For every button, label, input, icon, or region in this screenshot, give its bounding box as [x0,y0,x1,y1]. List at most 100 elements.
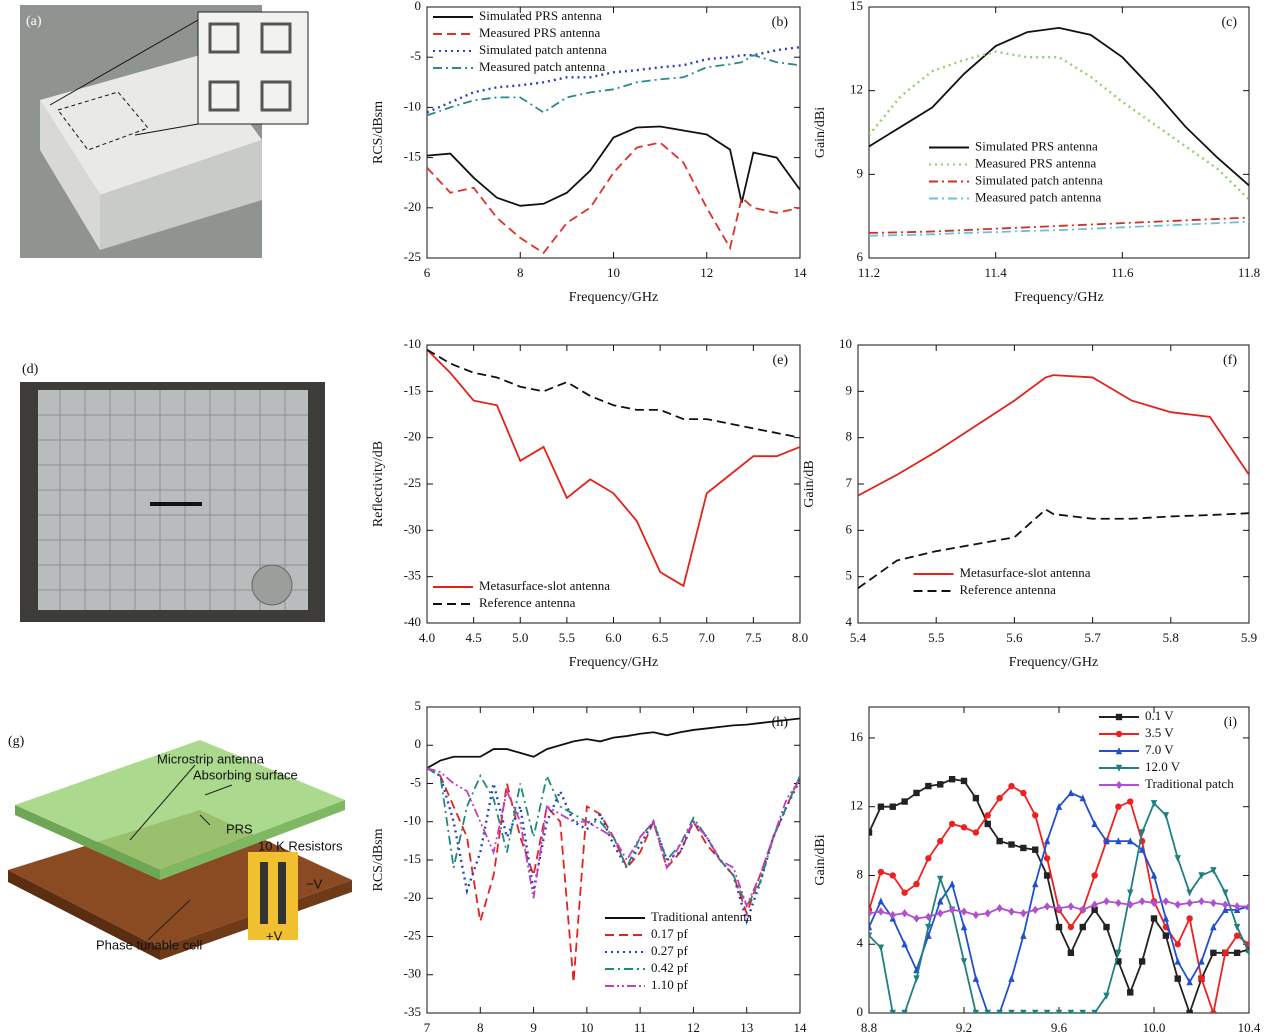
x-tick-label: 8 [517,265,524,280]
marker [1008,841,1015,848]
photo-d [20,382,325,622]
y-tick-label: -25 [404,927,421,942]
x-tick-label: 14 [794,1020,808,1035]
marker [1020,931,1027,939]
marker [948,776,956,783]
y-tick-label: -5 [410,774,421,789]
legend-label: Metasurface-slot antenna [960,565,1091,580]
marker [1091,1009,1098,1013]
y-tick-label: 5 [415,698,422,713]
x-tick-label: 8 [477,1020,484,1035]
y-tick-label: 4 [857,935,864,950]
marker [960,777,968,785]
marker [1115,949,1122,957]
marker [1150,898,1158,908]
marker [1150,915,1158,922]
marker [1032,880,1039,888]
y-tick-label: 0 [415,736,422,751]
legend-label: 3.5 V [1145,725,1174,740]
x-tick-label: 7.5 [745,630,761,645]
x-tick-label: 13 [740,1020,753,1035]
y-tick-label: -25 [404,475,421,490]
marker [1233,902,1241,911]
marker [1103,837,1110,845]
marker [1091,872,1098,879]
x-tick-label: 11.6 [1111,265,1134,280]
series-line [427,45,800,114]
series-line [858,508,1249,589]
y-tick-label: 8 [857,866,864,881]
marker [1222,889,1229,897]
x-tick-label: 8.0 [792,630,808,645]
marker [1150,871,1158,879]
marker [869,829,873,836]
marker [972,910,980,920]
marker [901,909,908,918]
marker [948,880,956,888]
marker [1233,932,1241,939]
y-axis-label: Gain/dB [802,460,817,507]
marker [1043,1009,1051,1013]
x-tick-label: 9.2 [956,1020,972,1035]
x-axis-label: Frequency/GHz [1014,290,1103,305]
panel-label: (b) [772,15,789,30]
y-tick-label: -30 [404,966,421,981]
x-tick-label: 9.6 [1051,1020,1068,1035]
marker [913,789,920,797]
y-tick-label: -15 [404,149,421,164]
marker [972,829,980,836]
legend-label: Metasurface-slot antenna [479,578,610,593]
x-tick-label: 5.4 [850,630,867,645]
marker [925,782,932,790]
marker [1008,907,1015,916]
marker [1186,889,1193,897]
x-axis-label: Frequency/GHz [1009,655,1098,670]
marker [960,824,968,831]
series-line [869,220,1249,237]
marker [869,932,873,940]
marker [1245,949,1249,957]
marker [1055,903,1063,913]
series-line [427,348,800,439]
series-line [427,125,800,207]
marker [1079,905,1086,915]
marker [1174,975,1181,982]
y-tick-label: 16 [850,729,864,744]
marker [913,914,920,923]
marker [877,897,885,905]
marker [937,837,944,845]
marker [1067,789,1075,797]
marker [1174,957,1181,965]
y-tick-label: 5 [846,568,853,583]
annotation: PRS [226,821,253,836]
x-tick-label: 8.8 [861,1020,877,1035]
y-tick-label: 4 [846,614,853,629]
photo-a [20,5,309,258]
x-tick-label: 4.5 [466,630,482,645]
x-tick-label: 11 [634,1020,647,1035]
y-tick-label: -35 [404,568,421,583]
marker [1115,780,1123,790]
legend-label: 0.27 pf [651,943,689,958]
x-tick-label: 5.7 [1084,630,1101,645]
marker [1079,1009,1086,1013]
marker [877,944,885,952]
y-tick-label: -35 [404,1004,421,1019]
y-axis-label: Gain/dBi [813,834,828,885]
marker [1055,802,1063,810]
marker [1103,923,1110,931]
y-tick-label: -25 [404,249,421,264]
marker [1198,897,1205,906]
marker [925,912,932,921]
marker [984,1009,991,1013]
marker [877,868,885,876]
legend-label: Measured PRS antenna [479,25,601,40]
legend-label: 0.1 V [1145,708,1174,723]
marker [1162,812,1170,820]
y-tick-label: 0 [415,0,422,13]
marker [901,1009,908,1013]
panel-label: (i) [1224,715,1238,730]
marker [1067,902,1075,911]
marker [1127,900,1134,909]
marker [1115,837,1122,845]
